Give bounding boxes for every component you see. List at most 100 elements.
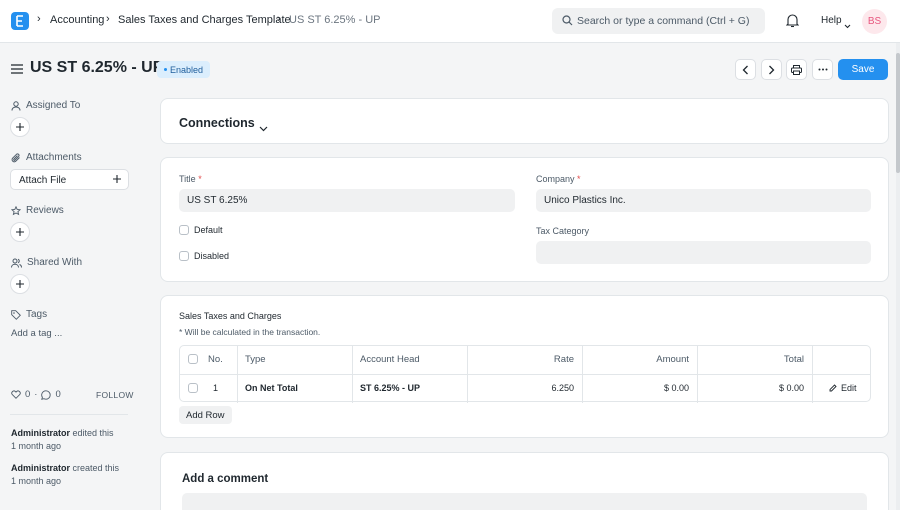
row-checkbox[interactable] bbox=[188, 383, 198, 393]
plus-icon bbox=[16, 280, 24, 288]
company-field[interactable]: Unico Plastics Inc. bbox=[536, 189, 871, 212]
app-logo-icon[interactable] bbox=[11, 12, 29, 30]
comment-icon[interactable] bbox=[41, 389, 52, 400]
breadcrumb-accounting[interactable]: Accounting bbox=[50, 14, 105, 26]
more-icon bbox=[818, 68, 827, 71]
likes-count: 0 bbox=[25, 389, 31, 400]
top-navbar: › Accounting › Sales Taxes and Charges T… bbox=[0, 0, 900, 43]
connections-title: Connections bbox=[179, 116, 255, 130]
comments-count: 0 bbox=[55, 389, 61, 400]
chevron-right-icon: › bbox=[277, 13, 281, 25]
column-header: No. bbox=[208, 354, 223, 365]
save-button[interactable]: Save bbox=[838, 59, 888, 80]
activity-action: created this bbox=[72, 463, 120, 473]
disabled-checkbox[interactable] bbox=[179, 251, 189, 261]
row-account-head[interactable]: ST 6.25% - UP bbox=[360, 383, 421, 393]
plus-icon bbox=[16, 123, 24, 131]
users-icon bbox=[11, 258, 22, 268]
chevron-down-icon bbox=[844, 18, 851, 32]
tax-category-label: Tax Category bbox=[536, 226, 590, 236]
bell-icon[interactable] bbox=[785, 13, 800, 31]
default-checkbox[interactable] bbox=[179, 225, 189, 235]
follow-button[interactable]: FOLLOW bbox=[96, 390, 134, 400]
connections-card[interactable]: Connections bbox=[160, 98, 889, 144]
row-rate[interactable]: 6.250 bbox=[551, 383, 574, 393]
row-amount[interactable]: $ 0.00 bbox=[663, 383, 689, 393]
search-input[interactable]: Search or type a command (Ctrl + G) bbox=[552, 8, 765, 34]
activity-time: 1 month ago bbox=[11, 476, 62, 486]
print-button[interactable] bbox=[786, 59, 807, 80]
shared-with-heading: Shared With bbox=[11, 257, 82, 268]
title-label: Title * bbox=[179, 174, 202, 184]
column-header: Account Head bbox=[360, 354, 420, 365]
add-review-button[interactable] bbox=[10, 222, 30, 242]
row-type[interactable]: On Net Total bbox=[245, 383, 298, 393]
search-placeholder: Search or type a command (Ctrl + G) bbox=[577, 15, 750, 27]
default-label: Default bbox=[194, 225, 223, 235]
separator-dot: · bbox=[34, 389, 38, 400]
help-menu[interactable]: Help bbox=[821, 15, 842, 26]
attachments-label: Attachments bbox=[26, 152, 82, 163]
row-total[interactable]: $ 0.00 bbox=[778, 383, 804, 393]
add-share-button[interactable] bbox=[10, 274, 30, 294]
attach-file-button[interactable]: Attach File bbox=[10, 169, 129, 190]
social-stats: 0 · 0 bbox=[11, 389, 61, 400]
disabled-label: Disabled bbox=[194, 251, 230, 261]
star-icon bbox=[11, 205, 21, 215]
taxes-description: * Will be calculated in the transaction. bbox=[179, 327, 321, 337]
scrollbar[interactable] bbox=[896, 43, 900, 510]
activity-user[interactable]: Administrator bbox=[11, 463, 71, 473]
column-header: Total bbox=[783, 354, 804, 365]
status-badge: Enabled bbox=[157, 61, 211, 78]
avatar[interactable]: BS bbox=[862, 9, 887, 34]
row-edit-label: Edit bbox=[841, 383, 857, 393]
scrollbar-thumb[interactable] bbox=[896, 53, 900, 173]
activity-user[interactable]: Administrator bbox=[11, 428, 71, 438]
reviews-heading: Reviews bbox=[11, 205, 64, 216]
attach-file-label: Attach File bbox=[19, 175, 67, 186]
hamburger-icon[interactable] bbox=[11, 63, 23, 77]
comment-title: Add a comment bbox=[182, 473, 269, 485]
attachments-heading: Attachments bbox=[11, 152, 82, 163]
previous-button[interactable] bbox=[735, 59, 756, 80]
chevron-right-icon: › bbox=[37, 13, 41, 25]
more-actions-button[interactable] bbox=[812, 59, 833, 80]
chevron-left-icon bbox=[742, 65, 748, 74]
page-title: US ST 6.25% - UP bbox=[30, 59, 164, 76]
add-tag-link[interactable]: Add a tag ... bbox=[11, 328, 63, 339]
tags-label: Tags bbox=[26, 309, 48, 320]
breadcrumb-current[interactable]: US ST 6.25% - UP bbox=[289, 14, 381, 26]
reviews-label: Reviews bbox=[26, 205, 64, 216]
assigned-to-label: Assigned To bbox=[26, 100, 81, 111]
pencil-icon bbox=[829, 384, 837, 392]
comment-card: Add a comment bbox=[160, 452, 889, 510]
status-dot bbox=[164, 68, 167, 71]
add-row-button[interactable]: Add Row bbox=[179, 406, 232, 424]
assigned-to-heading: Assigned To bbox=[11, 100, 80, 111]
shared-with-label: Shared With bbox=[27, 257, 83, 268]
taxes-card: Sales Taxes and Charges * Will be calcul… bbox=[160, 295, 889, 438]
row-edit-button[interactable]: Edit bbox=[829, 383, 857, 393]
breadcrumb-doctype[interactable]: Sales Taxes and Charges Template bbox=[118, 14, 291, 26]
add-assignee-button[interactable] bbox=[10, 117, 30, 137]
title-field[interactable]: US ST 6.25% bbox=[179, 189, 515, 212]
column-header: Amount bbox=[656, 354, 689, 365]
details-card: Title * US ST 6.25% Default Disabled Com… bbox=[160, 157, 889, 282]
user-icon bbox=[11, 100, 21, 111]
select-all-checkbox[interactable] bbox=[188, 354, 198, 364]
row-number: 1 bbox=[213, 383, 219, 393]
heart-icon[interactable] bbox=[11, 390, 21, 399]
activity-time: 1 month ago bbox=[11, 441, 62, 451]
column-header: Type bbox=[245, 354, 266, 365]
next-button[interactable] bbox=[761, 59, 782, 80]
activity-item: Administrator edited this 1 month ago bbox=[11, 427, 136, 453]
plus-icon bbox=[113, 175, 121, 186]
tag-icon bbox=[11, 309, 21, 320]
status-label: Enabled bbox=[170, 64, 204, 75]
paperclip-icon bbox=[11, 152, 20, 162]
activity-item: Administrator created this 1 month ago bbox=[11, 462, 136, 488]
chevron-right-icon bbox=[769, 65, 775, 74]
comment-input[interactable] bbox=[182, 493, 867, 510]
chevron-right-icon: › bbox=[106, 13, 110, 25]
tax-category-field[interactable] bbox=[536, 241, 871, 264]
